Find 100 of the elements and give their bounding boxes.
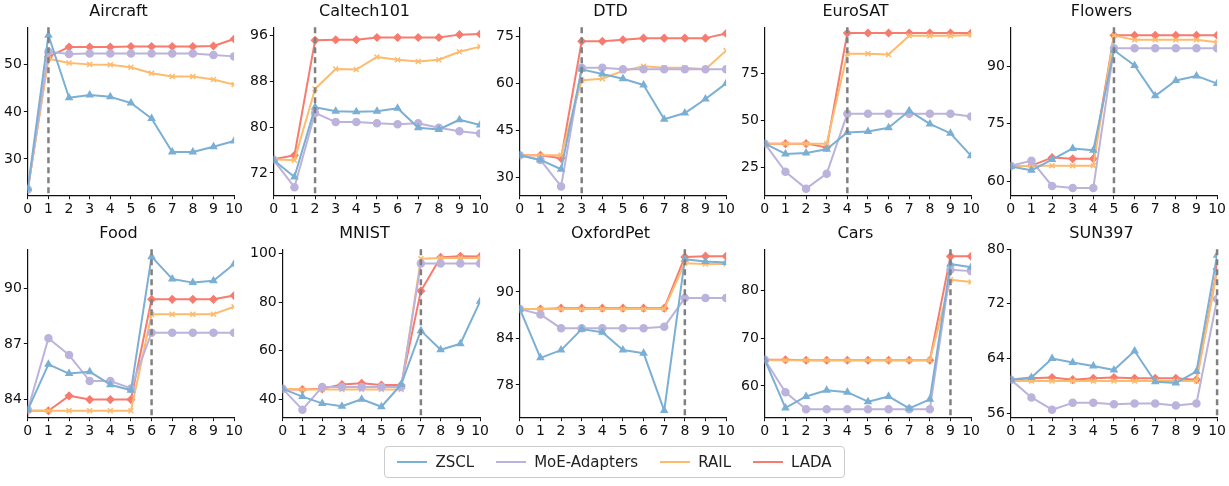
y-tick-label: 88 — [249, 72, 268, 89]
y-tick-label: 90 — [3, 278, 22, 295]
legend-label: RAIL — [698, 453, 731, 471]
x-tick-label: 3 — [822, 200, 832, 217]
y-tick-label: 90 — [495, 282, 514, 299]
legend-label: MoE-Adapters — [534, 453, 639, 471]
x-tick-label: 7 — [1150, 422, 1160, 439]
x-tick-label: 6 — [147, 422, 157, 439]
x-tick-label: 9 — [1192, 422, 1202, 439]
x-tick-label: 2 — [64, 422, 74, 439]
y-tick-label: 90 — [987, 56, 1005, 73]
x-tick-label: 9 — [209, 200, 218, 217]
x-tick-label: 8 — [679, 422, 689, 439]
x-tick-label: 6 — [392, 200, 402, 217]
chart-title: Cars — [837, 222, 874, 242]
y-tick-label: 100 — [249, 244, 277, 261]
y-tick-label: 64 — [987, 349, 1006, 366]
x-tick-label: 3 — [85, 422, 95, 439]
y-tick-label: 50 — [741, 110, 760, 127]
x-tick-label: 1 — [289, 200, 299, 217]
y-tick-label: 75 — [741, 63, 760, 80]
x-tick-label: 7 — [416, 422, 426, 439]
x-tick-label: 6 — [147, 200, 157, 217]
x-tick-label: 4 — [105, 200, 115, 217]
x-tick-label: 8 — [434, 200, 444, 217]
x-tick-label: 6 — [1130, 200, 1140, 217]
x-tick-label: 9 — [946, 200, 956, 217]
x-tick-label: 4 — [843, 422, 853, 439]
x-tick-label: 10 — [716, 200, 735, 217]
x-tick-label: 8 — [925, 200, 935, 217]
x-tick-label: 10 — [470, 422, 489, 439]
chart-title: OxfordPet — [570, 222, 650, 242]
x-tick-label: 1 — [781, 200, 791, 217]
x-tick-label: 9 — [209, 422, 218, 439]
x-tick-label: 2 — [1047, 200, 1057, 217]
y-tick-label: 60 — [495, 74, 514, 91]
y-tick-label: 30 — [495, 167, 514, 184]
x-tick-label: 0 — [514, 422, 524, 439]
x-tick-label: 7 — [659, 200, 669, 217]
x-tick-label: 3 — [822, 422, 832, 439]
x-tick-label: 8 — [679, 200, 689, 217]
y-tick-label: 60 — [741, 376, 760, 393]
x-tick-label: 7 — [905, 200, 915, 217]
x-tick-label: 3 — [85, 200, 95, 217]
x-tick-label: 1 — [43, 422, 53, 439]
y-tick-label: 60 — [987, 172, 1005, 189]
x-tick-label: 7 — [167, 422, 177, 439]
x-tick-label: 1 — [535, 422, 545, 439]
x-tick-label: 7 — [1150, 200, 1160, 217]
x-tick-label: 7 — [167, 200, 177, 217]
x-tick-label: 2 — [317, 422, 327, 439]
y-tick-label: 87 — [3, 334, 22, 351]
x-tick-label: 4 — [597, 422, 607, 439]
chart-title: SUN397 — [1069, 222, 1134, 242]
x-tick-label: 8 — [1171, 200, 1181, 217]
x-tick-label: 1 — [297, 422, 307, 439]
x-tick-label: 4 — [597, 200, 607, 217]
x-tick-label: 8 — [188, 200, 198, 217]
y-tick-label: 80 — [258, 292, 277, 309]
x-tick-label: 10 — [1208, 422, 1227, 439]
x-tick-label: 10 — [225, 422, 244, 439]
x-tick-label: 5 — [372, 200, 382, 217]
x-tick-label: 3 — [576, 422, 586, 439]
x-tick-label: 4 — [105, 422, 115, 439]
x-tick-label: 10 — [470, 200, 489, 217]
x-tick-label: 7 — [659, 422, 669, 439]
chart-title: Caltech101 — [318, 0, 410, 20]
x-tick-label: 8 — [188, 422, 198, 439]
y-tick-label: 80 — [249, 117, 268, 134]
y-tick-label: 45 — [495, 120, 514, 137]
x-tick-label: 2 — [310, 200, 320, 217]
x-tick-label: 7 — [413, 200, 423, 217]
x-tick-label: 5 — [126, 200, 136, 217]
x-tick-label: 7 — [905, 422, 915, 439]
x-tick-label: 3 — [337, 422, 347, 439]
y-tick-label: 40 — [258, 389, 277, 406]
x-tick-label: 3 — [331, 200, 340, 217]
x-tick-label: 1 — [535, 200, 545, 217]
x-tick-label: 6 — [884, 200, 894, 217]
x-tick-label: 10 — [716, 422, 735, 439]
x-tick-label: 3 — [576, 200, 586, 217]
x-tick-label: 9 — [946, 422, 956, 439]
x-tick-label: 1 — [43, 200, 53, 217]
x-tick-label: 3 — [1068, 422, 1078, 439]
x-tick-label: 4 — [843, 200, 853, 217]
x-tick-label: 0 — [514, 200, 524, 217]
x-tick-label: 9 — [1192, 200, 1202, 217]
y-tick-label: 56 — [987, 403, 1006, 420]
x-tick-label: 1 — [1027, 422, 1037, 439]
x-tick-label: 8 — [1171, 422, 1181, 439]
x-tick-label: 10 — [962, 422, 981, 439]
legend-label: LADA — [791, 453, 832, 471]
y-tick-label: 70 — [741, 328, 760, 345]
y-tick-label: 60 — [258, 341, 277, 358]
x-tick-label: 0 — [1006, 200, 1016, 217]
x-tick-label: 0 — [1006, 422, 1016, 439]
y-tick-label: 50 — [3, 55, 22, 72]
x-tick-label: 6 — [638, 422, 648, 439]
x-tick-label: 4 — [357, 422, 367, 439]
x-tick-label: 10 — [962, 200, 981, 217]
